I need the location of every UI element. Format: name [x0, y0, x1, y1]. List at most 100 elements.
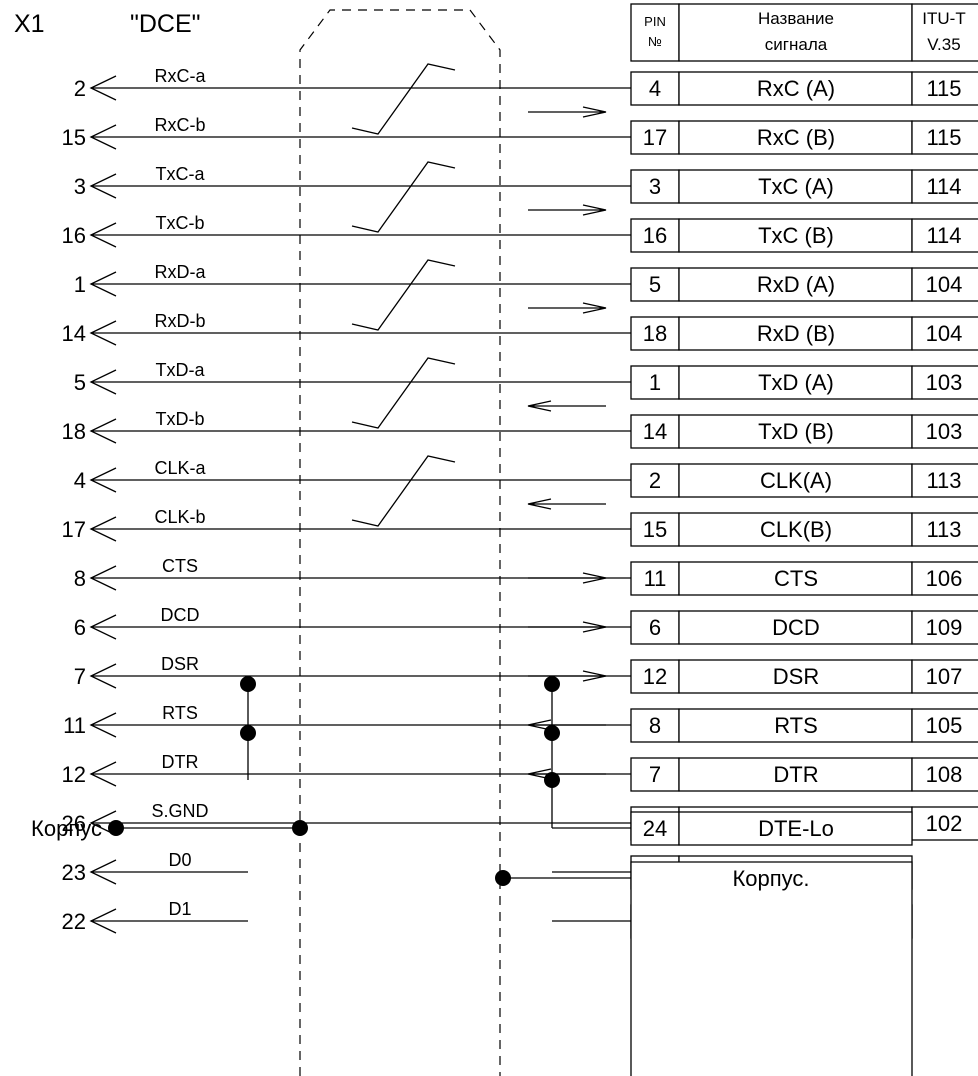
itu-code: 113: [926, 517, 961, 542]
v35-pin-number: 11: [644, 566, 667, 591]
signal-name-cell: [678, 463, 913, 498]
signal-row: 1 RxD-a 5 RxD (A) 104: [74, 262, 978, 314]
x1-pin-number: 6: [74, 615, 86, 640]
wire-label: TxC-b: [156, 213, 205, 233]
right-ground-junction: [544, 676, 560, 692]
wire-label: RxD-b: [154, 311, 205, 331]
itu-code: 114: [926, 223, 961, 248]
wire-label: RxC-b: [154, 115, 205, 135]
twisted-pair-marker: [351, 161, 456, 233]
chassis-right-label: Корпус.: [732, 866, 809, 891]
v35-pin-cell: [630, 757, 680, 792]
x1-pin-number: 18: [62, 419, 86, 444]
v35-pin-cell: [630, 512, 680, 547]
x1-pin-number: 14: [62, 321, 86, 346]
shield-outline: [299, 9, 501, 1076]
x1-pin-number: 11: [63, 713, 86, 738]
connector-title: X1: [14, 10, 45, 38]
signal-row: 15 RxC-b 17 RxC (B) 115: [62, 115, 978, 155]
wire-label: RxC-a: [154, 66, 206, 86]
signal-name: RxC (A): [757, 76, 835, 101]
twisted-pair-marker: [351, 63, 456, 135]
signal-name: DCD: [772, 615, 820, 640]
signal-name: DTE-Lo: [758, 816, 834, 841]
x1-pin-number: 2: [74, 76, 86, 101]
v35-pin-cell: [630, 561, 680, 596]
direction-arrow-left: [527, 768, 606, 780]
itu-code-cell: [911, 708, 978, 743]
x1-pin-number: 3: [74, 174, 86, 199]
itu-code: 115: [926, 76, 961, 101]
signal-name: TxC (A): [758, 174, 834, 199]
signal-name: RTS: [774, 713, 818, 738]
itu-code-cell: [911, 120, 978, 155]
wire-label: RTS: [162, 703, 198, 723]
signal-name: CLK(A): [760, 468, 832, 493]
signal-row: 18 TxD-b 14 TxD (B) 103: [62, 409, 978, 449]
itu-code: 103: [926, 370, 963, 395]
right-ground-bus: [544, 676, 631, 829]
header-itu-cell: [911, 3, 978, 62]
itu-code-cell: [911, 169, 978, 204]
header-pin-cell: [630, 3, 680, 62]
v35-pin-number: 5: [649, 272, 661, 297]
v35-pin-number: 8: [649, 713, 661, 738]
itu-code-cell: [911, 512, 978, 547]
x1-pin-number: 16: [62, 223, 86, 248]
wire-label: S.GND: [151, 801, 208, 821]
wire-label: TxD-a: [156, 360, 206, 380]
itu-code-cell: [911, 757, 978, 792]
itu-code-cell: [911, 561, 978, 596]
twisted-pair-marker: [351, 259, 456, 331]
signal-name-cell: [678, 365, 913, 400]
itu-code: 109: [926, 615, 963, 640]
wire-label: CLK-b: [154, 507, 205, 527]
twisted-pair-marker: [351, 455, 456, 527]
itu-code: 102: [926, 811, 963, 836]
header-name-cell: [678, 3, 913, 62]
left-ground-bus: [240, 676, 256, 780]
x1-pin-number: 15: [62, 125, 86, 150]
chassis-left: Корпус: [31, 816, 308, 841]
signal-row: 16 TxC-b 16 TxC (B) 114: [62, 213, 978, 253]
signal-name: TxD (B): [758, 419, 834, 444]
signal-row: 11 RTS 8 RTS 105: [63, 703, 978, 743]
v35-pin-cell: [630, 414, 680, 449]
signal-row: 6 DCD 6 DCD 109: [74, 605, 978, 645]
chassis-shield-junction: [292, 820, 308, 836]
signal-name: RxD (B): [757, 321, 835, 346]
wire-label: CLK-a: [154, 458, 206, 478]
v35-pin-number: 24: [643, 816, 667, 841]
x1-pin-number: 23: [62, 860, 86, 885]
v35-pin-cell: [630, 120, 680, 155]
v35-pin-number: 3: [649, 174, 661, 199]
wire-label: RxD-a: [154, 262, 206, 282]
signal-name: RxD (A): [757, 272, 835, 297]
header-itu-label: ITU-T: [922, 9, 965, 28]
header-itu-label-2: V.35: [927, 35, 960, 54]
twisted-pair-markers: [351, 63, 456, 527]
wire-label: CTS: [162, 556, 198, 576]
chassis-left-label: Корпус: [31, 816, 102, 841]
v35-pin-cell: [630, 463, 680, 498]
itu-code-cell: [911, 463, 978, 498]
table-header: PIN № Название сигнала ITU-T V.35: [630, 3, 978, 62]
signal-name-cell: [678, 610, 913, 645]
signal-row: 14 RxD-b 18 RxD (B) 104: [62, 311, 978, 351]
header-pin-label: PIN: [644, 14, 666, 29]
v35-pin-cell: [630, 169, 680, 204]
signal-row: 3 TxC-a 3 TxC (A) 114: [74, 164, 978, 216]
itu-code: 105: [926, 713, 963, 738]
chassis-left-terminal: [108, 820, 124, 836]
dte-lo-row: 24 DTE-Lo: [630, 811, 913, 846]
wire-label: D1: [168, 899, 191, 919]
v35-pin-number: 7: [649, 762, 661, 787]
v35-pin-number: 14: [643, 419, 667, 444]
x1-pin-number: 7: [74, 664, 86, 689]
v35-pin-number: 4: [649, 76, 661, 101]
itu-code: 104: [926, 321, 963, 346]
v35-pin-number: 16: [643, 223, 667, 248]
v35-pin-number: 1: [649, 370, 661, 395]
v35-pin-number: 2: [649, 468, 661, 493]
